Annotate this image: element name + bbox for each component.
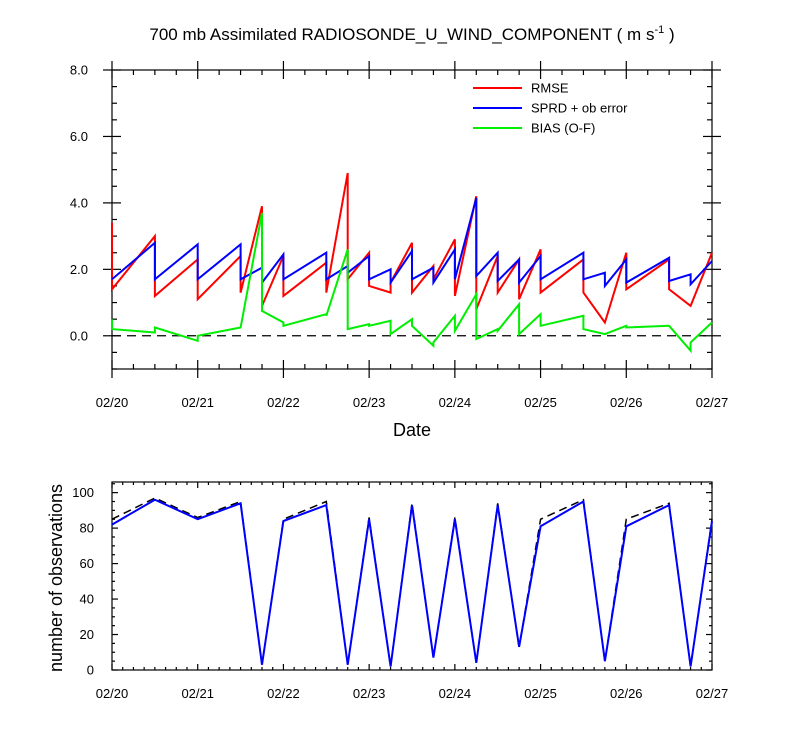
top-x-tick-label: 02/26 (610, 395, 643, 410)
top-y-tick-label: 4.0 (70, 195, 88, 210)
top-x-tick-label: 02/23 (353, 395, 386, 410)
bottom-y-tick-label: 60 (80, 556, 94, 571)
legend-label-0: RMSE (531, 81, 569, 96)
bottom-y-tick-label: 80 (80, 521, 94, 536)
bottom-x-tick-label: 02/22 (267, 686, 300, 701)
top-plot: 02/20 02/21 02/22 02/23 02/24 02/25 02/26 02/27… (70, 61, 728, 410)
bottom-y-tick-label: 0 (87, 663, 94, 678)
top-y-tick-label: 0.0 (70, 328, 88, 343)
bottom-x-tick-label: 02/24 (439, 686, 472, 701)
top-y-tick-label: 6.0 (70, 129, 88, 144)
bottom-x-tick-label: 02/20 (96, 686, 129, 701)
top-x-axis-title: Date (393, 420, 431, 440)
bottom-x-tick-label: 02/25 (524, 686, 557, 701)
top-y-tick-label: 8.0 (70, 63, 88, 78)
bottom-y-tick-label: 20 (80, 627, 94, 642)
top-x-tick-label: 02/24 (439, 395, 472, 410)
top-series-2-line (111, 212, 713, 354)
bottom-series-1-line (111, 498, 713, 667)
top-series-0-line (111, 172, 713, 325)
bottom-y-tick-label: 100 (72, 485, 94, 500)
bottom-x-tick-label: 02/26 (610, 686, 643, 701)
top-x-tick-label: 02/22 (267, 395, 300, 410)
legend-label-1: SPRD + ob error (531, 101, 628, 116)
top-series-1-line (111, 197, 713, 289)
top-x-tick-label: 02/20 (96, 395, 129, 410)
top-y-tick-label: 2.0 (70, 262, 88, 277)
top-legend: RMSE SPRD + ob error BIAS (O-F) (473, 81, 628, 136)
chart-title: 700 mb Assimilated RADIOSONDE_U_WIND_COM… (149, 24, 674, 44)
bottom-x-tick-label: 02/21 (181, 686, 214, 701)
top-x-tick-label: 02/27 (696, 395, 729, 410)
bottom-plot: 02/20 02/21 02/22 02/23 02/24 02/25 02/26 02/27… (72, 481, 729, 701)
legend-label-2: BIAS (O-F) (531, 121, 595, 136)
top-x-tick-label: 02/21 (181, 395, 214, 410)
bottom-y-tick-label: 40 (80, 592, 94, 607)
bottom-y-axis-title: number of observations (46, 484, 66, 672)
bottom-x-tick-label: 02/23 (353, 686, 386, 701)
bottom-x-tick-label: 02/27 (696, 686, 729, 701)
bottom-series-0-line (111, 497, 713, 667)
top-x-tick-label: 02/25 (524, 395, 557, 410)
